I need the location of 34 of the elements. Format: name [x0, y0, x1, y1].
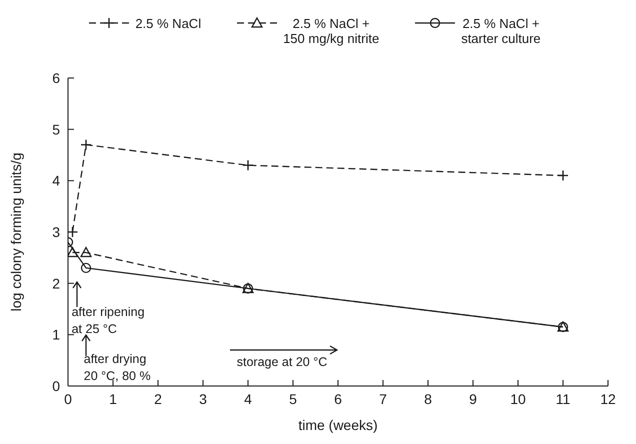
x-tick-label: 0: [64, 390, 72, 407]
x-tick-label: 7: [379, 390, 388, 407]
x-tick-label: 11: [556, 390, 570, 407]
legend-label: 2.5 % NaCl + starter culture: [461, 16, 541, 46]
x-tick-label: 9: [469, 390, 478, 407]
x-tick-label: 6: [334, 390, 342, 407]
x-tick-label: 12: [600, 390, 616, 407]
legend-label: 2.5 % NaCl: [135, 16, 202, 31]
point: [68, 246, 78, 258]
x-tick-label: 5: [289, 390, 298, 407]
y-tick-label: 2: [52, 275, 60, 292]
x-axis-title: time (weeks): [298, 417, 378, 433]
annotation: after drying 20 °C, 80 %: [84, 351, 151, 386]
y-tick-label: 4: [52, 172, 60, 189]
point: [557, 170, 569, 182]
point: [80, 139, 92, 150]
x-tick-label: 4: [244, 390, 252, 407]
x-tick-label: 8: [424, 390, 432, 407]
legend-label: 2.5 % NaCl + 150 mg/kg nitrite: [283, 16, 380, 46]
x-tick-label: 3: [199, 390, 208, 407]
point: [80, 246, 92, 258]
y-axis-title: log colony forming units/g: [8, 152, 24, 312]
y-tick-label: 3: [52, 224, 60, 240]
point: [242, 160, 254, 171]
y-tick-label: 5: [52, 121, 60, 138]
y-tick-label: 0: [52, 378, 60, 394]
x-tick-label: 2: [154, 390, 162, 407]
x-tick-label: 1: [109, 390, 118, 407]
y-tick-label: 1: [52, 326, 60, 343]
x-tick-label: 10: [510, 390, 526, 407]
annotation: storage at 20 °C: [236, 354, 328, 372]
point: [68, 226, 78, 238]
annotation: after ripening at 25 °C: [72, 304, 145, 338]
y-tick-label: 6: [52, 70, 60, 86]
